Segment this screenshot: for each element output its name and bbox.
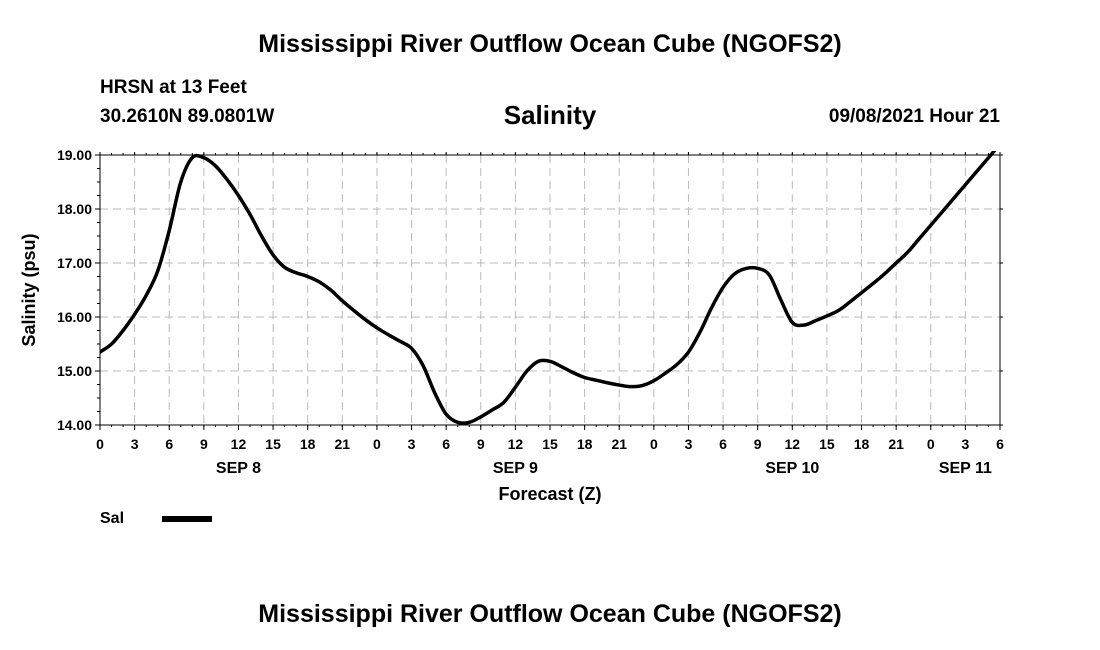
y-tick-label: 19.00 xyxy=(57,147,92,163)
x-tick-label: 3 xyxy=(685,436,693,452)
series-layer xyxy=(100,151,997,425)
x-tick-label: 3 xyxy=(408,436,416,452)
x-tick-label: 21 xyxy=(888,436,904,452)
footer-title: Mississippi River Outflow Ocean Cube (NG… xyxy=(258,600,842,628)
day-label: SEP 11 xyxy=(939,460,992,477)
axes: 14.00 15.00 16.00 17.00 18.00 19.00 0 3 6 9 12 15 18… xyxy=(57,147,1004,477)
x-tick-label: 0 xyxy=(927,436,935,452)
x-tick-label: 6 xyxy=(719,436,727,452)
x-tick-label: 21 xyxy=(611,436,627,452)
forecast-datetime: 09/08/2021 Hour 21 xyxy=(828,106,1000,127)
x-tick-label: 3 xyxy=(961,436,969,452)
day-label: SEP 9 xyxy=(493,460,538,477)
x-tick-label: 6 xyxy=(996,436,1004,452)
station-coordinates: 30.2610N 89.0801W xyxy=(100,106,275,127)
x-tick-label: 6 xyxy=(165,436,173,452)
x-tick-label: 9 xyxy=(200,436,208,452)
legend-label: Sal xyxy=(100,510,125,527)
x-tick-label: 15 xyxy=(265,436,281,452)
x-tick-label: 9 xyxy=(477,436,485,452)
y-tick-label: 17.00 xyxy=(57,255,92,271)
chart-subtitle: Salinity xyxy=(503,100,597,130)
x-tick-label: 12 xyxy=(508,436,524,452)
x-tick-label: 18 xyxy=(577,436,593,452)
y-tick-label: 14.00 xyxy=(57,417,92,433)
day-label: SEP 8 xyxy=(216,460,261,477)
y-tick-label: 18.00 xyxy=(57,201,92,217)
grid-lines xyxy=(100,155,1000,425)
x-tick-label: 3 xyxy=(131,436,139,452)
station-name: HRSN at 13 Feet xyxy=(100,77,247,98)
day-label: SEP 10 xyxy=(765,460,819,477)
x-tick-label: 0 xyxy=(373,436,381,452)
x-axis-label: Forecast (Z) xyxy=(498,484,601,504)
x-tick-label: 15 xyxy=(542,436,558,452)
x-tick-label: 18 xyxy=(854,436,870,452)
legend-swatch xyxy=(162,516,212,522)
x-tick-label: 12 xyxy=(785,436,801,452)
y-axis-label: Salinity (psu) xyxy=(19,233,39,346)
x-tick-label: 12 xyxy=(231,436,247,452)
x-tick-label: 21 xyxy=(335,436,351,452)
series-line-sal xyxy=(100,151,997,425)
x-tick-label: 0 xyxy=(650,436,658,452)
y-tick-label: 15.00 xyxy=(57,363,92,379)
x-tick-label: 6 xyxy=(442,436,450,452)
x-tick-label: 9 xyxy=(754,436,762,452)
y-tick-label: 16.00 xyxy=(57,309,92,325)
page-title: Mississippi River Outflow Ocean Cube (NG… xyxy=(258,30,842,58)
x-tick-label: 0 xyxy=(96,436,104,452)
x-tick-label: 15 xyxy=(819,436,835,452)
x-tick-label: 18 xyxy=(300,436,316,452)
